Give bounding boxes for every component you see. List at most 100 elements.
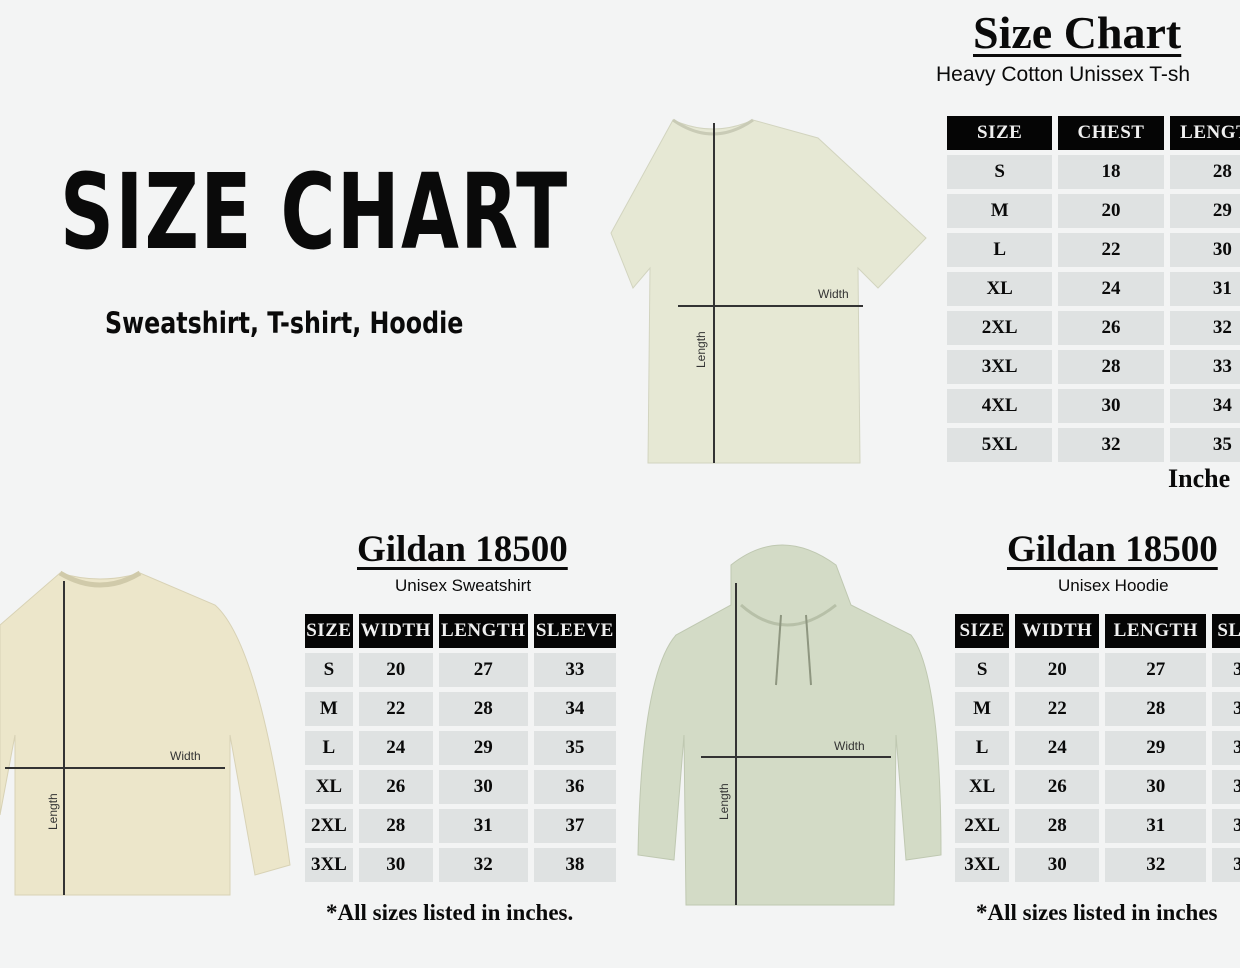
tshirt-length-label: Length [694,331,708,368]
table-cell: 20 [1058,194,1164,228]
table-row: 4XL 30 34 [947,389,1240,423]
table-cell: 28 [1169,155,1240,189]
table-header: SIZECHESTLENGTH [947,116,1240,150]
table-cell: 3XL [955,848,1010,882]
table-cell: 30 [358,848,433,882]
tshirt-title: Size Chart [973,7,1182,58]
table-cell: 33 [533,653,616,687]
table-cell: 30 [1169,233,1240,267]
table-cell: 20 [358,653,433,687]
table-cell: 30 [1058,389,1164,423]
tshirt-unit: Inche [1168,464,1231,493]
header-cell: SLEE [1212,614,1240,648]
hoodie-note: *All sizes listed in inches [976,900,1218,925]
table-cell: 32 [1058,428,1164,462]
sweatshirt-image: Width Length [0,570,291,896]
hoodie-subtitle: Unisex Hoodie [1058,576,1169,595]
header-cell: SIZE [955,614,1010,648]
table-row: 2XL 26 32 [947,311,1240,345]
header-cell: SLEEVE [533,614,616,648]
table-cell: 27 [1105,653,1207,687]
table-cell: 37 [533,809,616,843]
tshirt-width-label: Width [818,287,849,301]
table-cell: 22 [1015,692,1100,726]
table-cell: S [947,155,1053,189]
table-cell: 4XL [947,389,1053,423]
table-cell: M [305,692,353,726]
table-cell: L [305,731,353,765]
table-cell: 28 [1015,809,1100,843]
table-cell: 26 [358,770,433,804]
table-cell: M [947,194,1053,228]
table-cell: 35 [1212,731,1240,765]
table-cell: 5XL [947,428,1053,462]
table-cell: 31 [1105,809,1207,843]
table-cell: 35 [1169,428,1240,462]
table-cell: 22 [358,692,433,726]
table-row: M 20 29 [947,194,1240,228]
table-cell: 30 [438,770,528,804]
table-cell: 22 [1058,233,1164,267]
table-cell: 29 [438,731,528,765]
header-cell: SIZE [947,116,1053,150]
table-cell: 31 [438,809,528,843]
table-cell: S [305,653,353,687]
tshirt-subtitle: Heavy Cotton Unissex T-sh [936,63,1191,86]
table-cell: 37 [1212,809,1240,843]
table-cell: 36 [1212,770,1240,804]
table-cell: 2XL [305,809,353,843]
table-header: SIZE WIDTH LENGTH SLEEVE [305,614,616,648]
header-cell: CHEST [1058,116,1164,150]
main-subtitle: Sweatshirt, T-shirt, Hoodie [105,306,464,340]
table-cell: 34 [1169,389,1240,423]
table-cell: M [955,692,1010,726]
table-cell: 33 [1212,653,1240,687]
header-cell: WIDTH [1015,614,1100,648]
table-cell: S [955,653,1010,687]
hoodie-width-label: Width [834,739,865,753]
table-cell: 3XL [305,848,353,882]
table-cell: 34 [533,692,616,726]
header-cell: SIZE [305,614,353,648]
sweatshirt-size-table: SIZE WIDTH LENGTH SLEEVE S 20 27 33 M 22 28 34 L 24 2… [299,609,622,887]
table-cell: 24 [358,731,433,765]
table-cell: 28 [1058,350,1164,384]
table-cell: L [955,731,1010,765]
table-cell: 28 [358,809,433,843]
table-row: 5XL 32 35 [947,428,1240,462]
table-row: 3XL 28 33 [947,350,1240,384]
header-cell: LENGTH [438,614,528,648]
table-cell: 27 [438,653,528,687]
header-cell: LENGTH [1169,116,1240,150]
table-cell: 26 [1058,311,1164,345]
table-cell: 32 [1105,848,1207,882]
table-cell: 30 [1105,770,1207,804]
table-cell: 32 [438,848,528,882]
table-cell: 28 [1105,692,1207,726]
tshirt-size-table: SIZECHESTLENGTH S1828M2029L2230XL24312XL… [941,111,1240,467]
main-title: SIZE CHART [60,151,569,273]
table-cell: 38 [533,848,616,882]
table-cell: XL [947,272,1053,306]
hoodie-image: Width Length [637,544,942,906]
table-row: XL 24 31 [947,272,1240,306]
table-cell: 38 [1212,848,1240,882]
table-row: S 18 28 [947,155,1240,189]
header-cell: LENGTH [1105,614,1207,648]
table-cell: 24 [1058,272,1164,306]
table-cell: 2XL [955,809,1010,843]
tshirt-image: Width Length [610,118,927,464]
hoodie-title: Gildan 18500 [1007,529,1218,570]
table-cell: 24 [1015,731,1100,765]
table-cell: 2XL [947,311,1053,345]
